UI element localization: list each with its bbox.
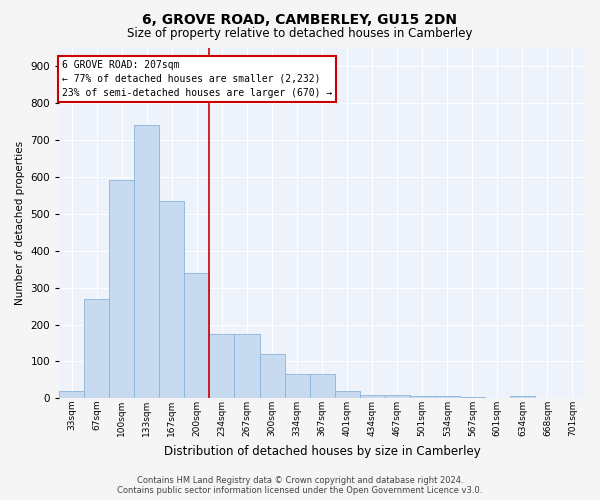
Bar: [510, 396, 535, 398]
Bar: [84, 298, 109, 398]
Bar: [160, 201, 184, 398]
Y-axis label: Number of detached properties: Number of detached properties: [15, 141, 25, 305]
Bar: [284, 374, 310, 398]
X-axis label: Distribution of detached houses by size in Camberley: Distribution of detached houses by size …: [164, 444, 481, 458]
Bar: [260, 354, 284, 399]
Bar: [184, 273, 209, 398]
Bar: [59, 391, 84, 398]
Bar: [385, 394, 410, 398]
Bar: [435, 396, 460, 398]
Bar: [209, 334, 235, 398]
Bar: [359, 394, 385, 398]
Text: 6 GROVE ROAD: 207sqm
← 77% of detached houses are smaller (2,232)
23% of semi-de: 6 GROVE ROAD: 207sqm ← 77% of detached h…: [62, 60, 332, 98]
Text: Contains HM Land Registry data © Crown copyright and database right 2024.
Contai: Contains HM Land Registry data © Crown c…: [118, 476, 482, 495]
Bar: [235, 334, 260, 398]
Bar: [410, 396, 435, 398]
Bar: [134, 125, 160, 398]
Bar: [460, 396, 485, 398]
Bar: [109, 180, 134, 398]
Bar: [335, 391, 359, 398]
Text: Size of property relative to detached houses in Camberley: Size of property relative to detached ho…: [127, 28, 473, 40]
Bar: [310, 374, 335, 398]
Text: 6, GROVE ROAD, CAMBERLEY, GU15 2DN: 6, GROVE ROAD, CAMBERLEY, GU15 2DN: [143, 12, 458, 26]
